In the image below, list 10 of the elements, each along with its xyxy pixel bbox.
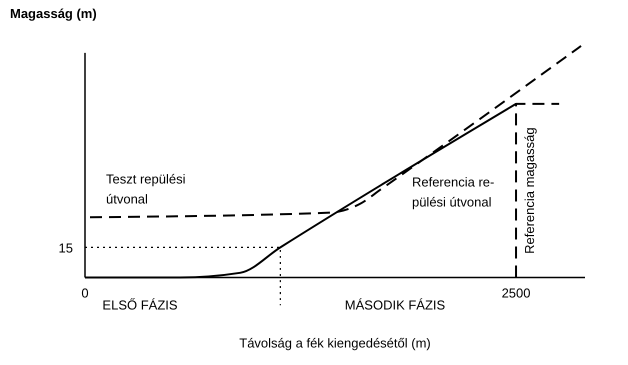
x-tick-label: 0: [81, 285, 89, 300]
x-tick-label: 2500: [502, 285, 530, 300]
annotation: ELSŐ FÁZIS: [102, 297, 178, 312]
text: Referencia magasság: [522, 127, 538, 254]
x-axis-title: Távolság a fék kiengedésétől (m): [239, 335, 431, 350]
annotation: 15: [58, 240, 73, 256]
series-label: Referencia re-pülési útvonal: [412, 174, 494, 210]
series-label: Teszt repülési útvonal: [106, 171, 186, 206]
y-axis-title: Magasság (m): [10, 6, 97, 21]
annotation: MÁSODIK FÁZIS: [344, 297, 446, 312]
